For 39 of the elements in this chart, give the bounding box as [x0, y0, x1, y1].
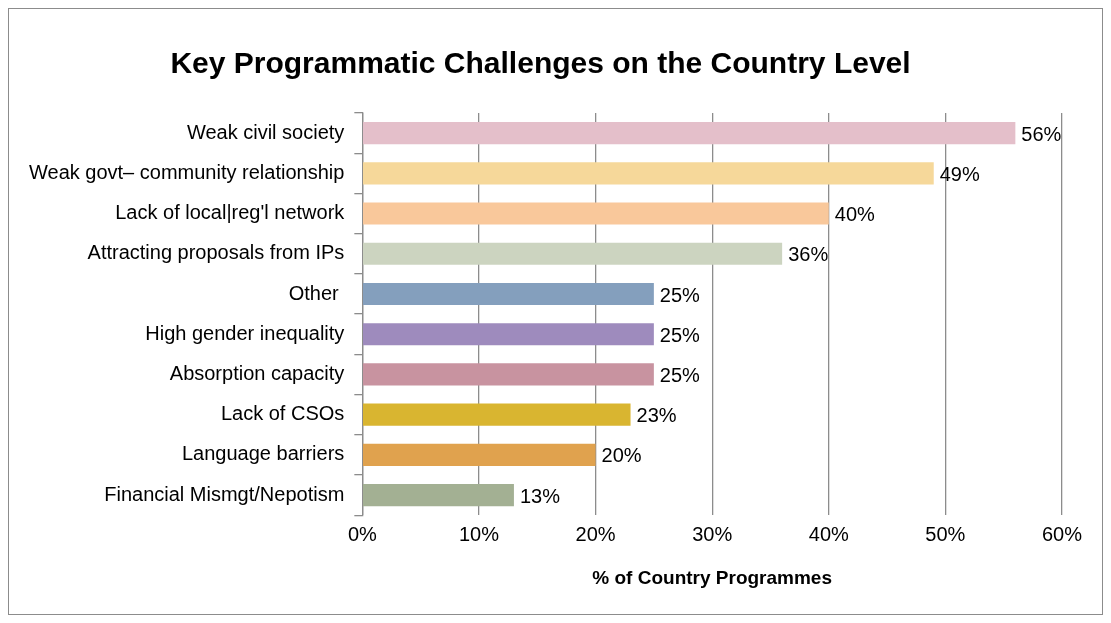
x-tick-label: 20%	[575, 522, 616, 545]
y-tick-label: Attracting proposals from IPs	[87, 241, 345, 264]
data-label: 40%	[834, 203, 876, 226]
data-label: 36%	[788, 243, 829, 266]
bar	[362, 202, 829, 225]
y-tick-label: Lack of CSOs	[220, 402, 345, 425]
x-tick-label: 30%	[692, 522, 733, 545]
bar	[362, 323, 654, 346]
x-tick-label: 60%	[1041, 522, 1083, 545]
y-tick-label: Other	[288, 281, 345, 304]
data-label: 49%	[939, 162, 980, 185]
chart-title: Key Programmatic Challenges on the Country Level	[170, 46, 911, 80]
bar	[362, 282, 654, 306]
bar	[362, 242, 783, 265]
x-tick-label: 10%	[458, 522, 500, 545]
bar	[362, 484, 514, 507]
data-label: 25%	[659, 283, 701, 306]
y-tick-label: High gender inequality	[145, 321, 345, 344]
x-tick-label: 50%	[925, 522, 966, 545]
y-tick-label: Weak civil society	[186, 120, 345, 143]
bar	[362, 403, 631, 426]
data-label: 25%	[659, 323, 701, 346]
x-tick-label: 40%	[808, 522, 850, 545]
data-label: 56%	[1021, 122, 1062, 145]
y-tick-label: Language barriers	[181, 442, 345, 465]
data-label: 20%	[601, 444, 642, 467]
bar	[362, 122, 1016, 145]
bar	[362, 363, 654, 386]
y-tick-label: Financial Mismgt/Nepotism	[104, 482, 345, 505]
y-tick-label: Weak govt– community relationship	[28, 160, 345, 183]
x-axis-title: % of Country Programmes	[592, 566, 832, 588]
x-tick-label: 0%	[347, 522, 377, 545]
data-label: 13%	[519, 484, 561, 507]
y-tick-label: Lack of local|reg'l network	[115, 201, 346, 224]
data-label: 25%	[659, 363, 701, 386]
bar	[362, 162, 934, 185]
bar	[362, 443, 596, 466]
data-label: 23%	[636, 404, 677, 427]
y-tick-label: Absorption capacity	[169, 361, 345, 384]
